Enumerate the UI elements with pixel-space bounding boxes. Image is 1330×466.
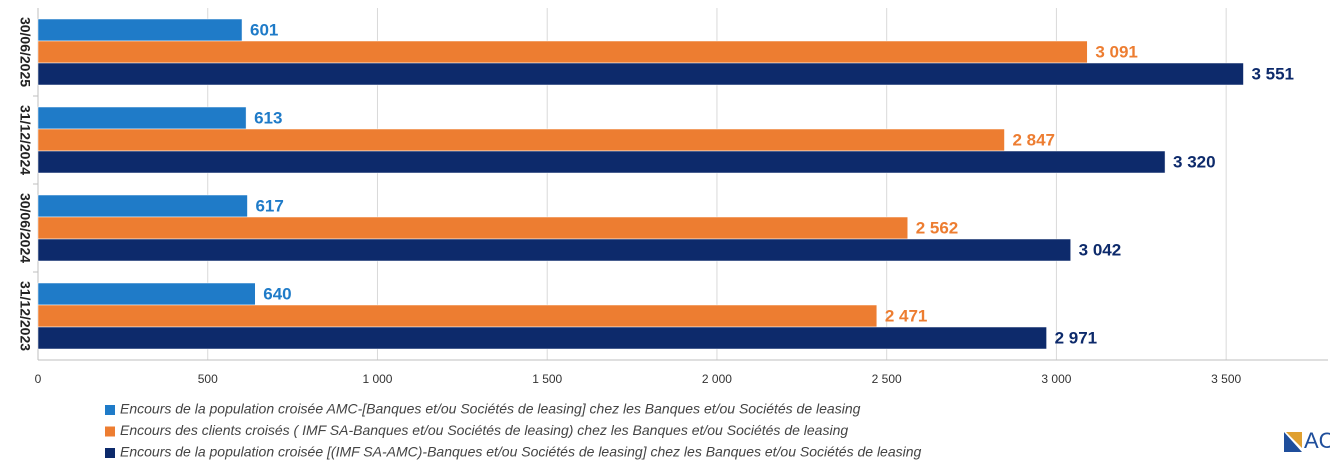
- legend-label: Encours de la population croisée [(IMF S…: [120, 444, 922, 460]
- legend-swatch: [105, 405, 115, 415]
- legend-swatch: [105, 426, 115, 437]
- value-label: 613: [254, 108, 282, 127]
- value-label: 2 971: [1055, 328, 1098, 347]
- bar: [37, 216, 908, 240]
- value-label: 2 471: [885, 306, 928, 325]
- value-label: 3 551: [1251, 64, 1294, 83]
- y-tick-label: 30/06/2025: [17, 17, 33, 87]
- value-label: 601: [250, 20, 278, 39]
- y-tick-label: 31/12/2024: [17, 105, 33, 175]
- legend-label: Encours des clients croisés ( IMF SA-Ban…: [120, 422, 848, 438]
- value-label: 3 042: [1079, 240, 1122, 259]
- value-label: 617: [255, 196, 283, 215]
- bar: [37, 62, 1244, 86]
- bar: [37, 326, 1047, 350]
- bar: [37, 238, 1071, 262]
- bar: [37, 150, 1166, 174]
- legend-swatch: [105, 448, 115, 458]
- bar: [37, 106, 247, 130]
- y-tick-label: 30/06/2024: [17, 193, 33, 263]
- x-tick-label: 1 500: [532, 372, 562, 386]
- value-label: 3 320: [1173, 152, 1216, 171]
- x-tick-label: 2 000: [702, 372, 732, 386]
- legend-label: Encours de la population croisée AMC-[Ba…: [120, 401, 861, 417]
- logo-text: AC: [1304, 428, 1330, 453]
- x-tick-label: 3 500: [1211, 372, 1241, 386]
- value-label: 640: [263, 284, 291, 303]
- bar: [37, 194, 248, 218]
- value-label: 2 562: [916, 218, 959, 237]
- x-tick-label: 2 500: [872, 372, 902, 386]
- x-tick-label: 500: [198, 372, 218, 386]
- bar: [37, 40, 1088, 64]
- logo: AC: [1284, 428, 1330, 453]
- bar: [37, 128, 1005, 152]
- bar: [37, 304, 878, 328]
- bar: [37, 282, 256, 306]
- logo-mark: [1286, 432, 1302, 448]
- x-tick-label: 1 000: [362, 372, 392, 386]
- value-label: 2 847: [1012, 130, 1055, 149]
- x-tick-label: 0: [35, 372, 42, 386]
- x-tick-label: 3 000: [1041, 372, 1071, 386]
- value-label: 3 091: [1095, 42, 1138, 61]
- logo-mark: [1284, 432, 1302, 452]
- bar: [37, 18, 243, 42]
- y-tick-label: 31/12/2023: [17, 281, 33, 351]
